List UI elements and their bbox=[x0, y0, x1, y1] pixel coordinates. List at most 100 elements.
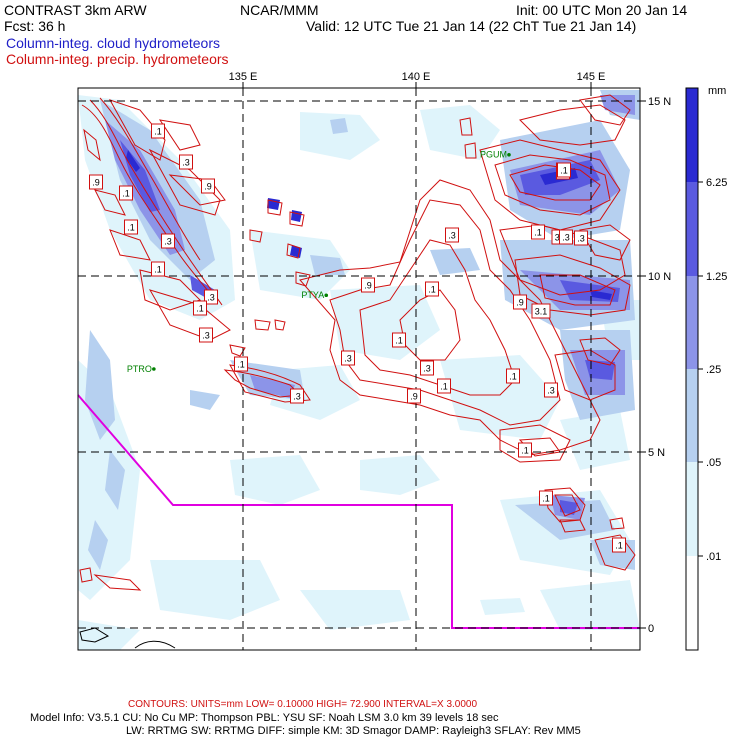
colorbar-label-0-01: .01 bbox=[706, 551, 721, 563]
svg-text:.9: .9 bbox=[92, 178, 100, 188]
contour-label: .9 bbox=[361, 277, 375, 293]
contour-label: .1 bbox=[392, 332, 406, 348]
contour-label: .1 bbox=[234, 356, 248, 372]
svg-text:.3: .3 bbox=[577, 234, 585, 244]
forecast-hour: Fcst: 36 h bbox=[4, 18, 66, 34]
svg-text:.1: .1 bbox=[196, 304, 204, 314]
svg-text:.9: .9 bbox=[516, 298, 524, 308]
precip-contours bbox=[79, 94, 636, 591]
svg-text:.1: .1 bbox=[560, 166, 568, 176]
contour-label: .3 bbox=[290, 388, 304, 404]
svg-text:3.1: 3.1 bbox=[535, 307, 548, 317]
init-time: Init: 00 UTC Mon 20 Jan 14 bbox=[516, 2, 688, 18]
lon-label-135: 135 E bbox=[229, 71, 258, 83]
svg-text:.1: .1 bbox=[440, 382, 448, 392]
contour-info: CONTOURS: UNITS=mm LOW= 0.10000 HIGH= 72… bbox=[128, 699, 478, 710]
svg-text:.1: .1 bbox=[521, 446, 529, 456]
contour-label: .3 bbox=[420, 360, 434, 376]
contour-label: .1 bbox=[193, 300, 207, 316]
contour-label: .3 bbox=[341, 350, 355, 366]
field2-label: Column-integ. precip. hydrometeors bbox=[6, 51, 229, 67]
model-title: CONTRAST 3km ARW bbox=[4, 2, 147, 18]
contour-label: .3 bbox=[544, 382, 558, 398]
contour-label: .1 bbox=[151, 123, 165, 139]
lat-label-5: 5 N bbox=[648, 447, 665, 459]
svg-text:.1: .1 bbox=[237, 360, 245, 370]
colorbar-label-0-05: .05 bbox=[706, 457, 721, 469]
station-label-ptya: PTYA bbox=[301, 290, 324, 300]
contour-labels: .1.3.9.1.9.1.3.1.3.1.3.1.3.9.1.3.1.3.3.1… bbox=[89, 123, 626, 553]
contour-label: .1 bbox=[506, 368, 520, 384]
svg-text:.1: .1 bbox=[534, 228, 542, 238]
contour-label: .1 bbox=[151, 261, 165, 277]
svg-text:.3: .3 bbox=[182, 158, 190, 168]
map-border bbox=[77, 87, 641, 651]
station-marker-ptro bbox=[152, 367, 156, 371]
svg-text:.1: .1 bbox=[154, 127, 162, 137]
svg-text:.3: .3 bbox=[562, 233, 570, 243]
svg-text:.1: .1 bbox=[154, 265, 162, 275]
contour-label: .1 bbox=[437, 378, 451, 394]
model-info-line2: LW: RRTMG SW: RRTMG DIFF: simple KM: 3D … bbox=[126, 725, 581, 737]
svg-text:.1: .1 bbox=[395, 336, 403, 346]
contour-label: .3 bbox=[559, 229, 573, 245]
svg-text:.9: .9 bbox=[410, 392, 418, 402]
colorbar-swatch-3 bbox=[686, 369, 698, 462]
svg-text:.3: .3 bbox=[423, 364, 431, 374]
colorbar-label-1-25: 1.25 bbox=[706, 271, 727, 283]
stations: PTYA PTRO PGUM bbox=[127, 150, 511, 374]
contour-label: .9 bbox=[201, 178, 215, 194]
contour-label: .1 bbox=[425, 281, 439, 297]
colorbar-swatch-5 bbox=[686, 556, 698, 650]
svg-text:.1: .1 bbox=[127, 223, 135, 233]
model-info-line1: Model Info: V3.5.1 CU: No Cu MP: Thompso… bbox=[30, 712, 499, 724]
station-label-pgum: PGUM bbox=[480, 150, 507, 160]
contour-label: 3.1 bbox=[531, 303, 551, 319]
svg-text:.3: .3 bbox=[547, 386, 555, 396]
station-label-ptro: PTRO bbox=[127, 364, 152, 374]
contour-label: .3 bbox=[179, 154, 193, 170]
svg-text:.3: .3 bbox=[344, 354, 352, 364]
contour-label: .9 bbox=[407, 388, 421, 404]
contour-label: .1 bbox=[124, 219, 138, 235]
contour-label: .1 bbox=[531, 224, 545, 240]
graticule bbox=[78, 88, 640, 650]
contour-label: .9 bbox=[89, 174, 103, 190]
colorbar-swatch-2 bbox=[686, 276, 698, 369]
svg-text:.1: .1 bbox=[542, 494, 550, 504]
lon-label-145: 145 E bbox=[577, 71, 606, 83]
contour-label: .3 bbox=[204, 289, 218, 305]
colorbar-swatch-0 bbox=[686, 88, 698, 182]
svg-text:.1: .1 bbox=[509, 372, 517, 382]
svg-text:.3: .3 bbox=[448, 231, 456, 241]
contour-label: .9 bbox=[513, 294, 527, 310]
svg-text:.1: .1 bbox=[615, 541, 623, 551]
contour-label: .1 bbox=[518, 442, 532, 458]
contour-label: .3 bbox=[199, 327, 213, 343]
svg-text:.3: .3 bbox=[207, 293, 215, 303]
contour-label: .1 bbox=[539, 490, 553, 506]
contour-label: .1 bbox=[612, 537, 626, 553]
coastlines bbox=[79, 627, 176, 649]
center-title: NCAR/MMM bbox=[240, 2, 319, 18]
svg-text:.1: .1 bbox=[122, 189, 130, 199]
svg-text:.9: .9 bbox=[364, 281, 372, 291]
svg-text:.3: .3 bbox=[293, 392, 301, 402]
colorbar-label-0-25: .25 bbox=[706, 364, 721, 376]
lat-label-0: 0 bbox=[648, 623, 654, 635]
valid-time: Valid: 12 UTC Tue 21 Jan 14 (22 ChT Tue … bbox=[306, 18, 637, 34]
tick-marks bbox=[242, 82, 646, 629]
colorbar: mm 6.25 1.25 .25 .05 .01 bbox=[685, 85, 727, 651]
svg-text:.3: .3 bbox=[202, 331, 210, 341]
colorbar-unit: mm bbox=[708, 85, 726, 97]
contour-label: .3 bbox=[161, 233, 175, 249]
svg-text:.9: .9 bbox=[204, 182, 212, 192]
contour-label: .1 bbox=[557, 162, 571, 178]
svg-text:.1: .1 bbox=[428, 285, 436, 295]
station-marker-pgum bbox=[507, 152, 511, 157]
station-marker-ptya bbox=[324, 293, 329, 298]
svg-text:.3: .3 bbox=[164, 237, 172, 247]
lat-label-10: 10 N bbox=[648, 271, 671, 283]
contour-label: .3 bbox=[574, 230, 588, 246]
